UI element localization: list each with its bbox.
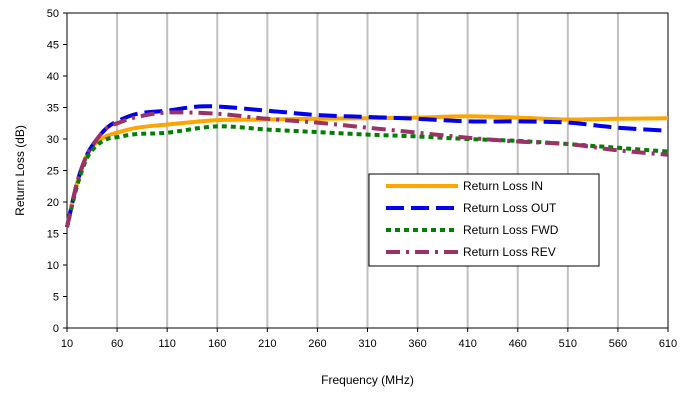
x-tick-label: 610: [659, 338, 677, 350]
x-tick-label: 560: [609, 338, 627, 350]
y-tick-label: 30: [47, 134, 59, 146]
grid-lines: [116, 13, 619, 328]
series-lines: [65, 104, 669, 228]
x-tick-label: 460: [509, 338, 527, 350]
y-tick-label: 25: [47, 166, 59, 178]
y-tick-label: 45: [47, 40, 59, 52]
x-axis-title: Frequency (MHz): [321, 373, 414, 387]
x-tick-label: 310: [358, 338, 376, 350]
x-tick-label: 210: [258, 338, 276, 350]
x-tick-label: 110: [158, 338, 176, 350]
y-axis-tick-labels: 0 5 10 15 20 25 30 35 40 45 50: [47, 8, 67, 335]
y-tick-label: 15: [47, 229, 59, 241]
legend-label: Return Loss IN: [463, 179, 543, 193]
legend: Return Loss IN Return Loss OUT Return Loss…: [368, 173, 600, 267]
x-tick-label: 10: [61, 338, 73, 350]
y-tick-label: 20: [47, 197, 59, 209]
legend-label: Return Loss OUT: [463, 201, 557, 215]
y-tick-label: 50: [47, 8, 59, 20]
y-tick-label: 35: [47, 103, 59, 115]
x-tick-label: 410: [458, 338, 476, 350]
x-tick-label: 510: [559, 338, 577, 350]
x-tick-label: 360: [408, 338, 426, 350]
y-tick-label: 10: [47, 260, 59, 272]
y-axis-title: Return Loss (dB): [13, 125, 27, 216]
x-tick-label: 160: [208, 338, 226, 350]
x-tick-label: 60: [111, 338, 123, 350]
legend-label: Return Loss FWD: [463, 223, 559, 237]
y-tick-label: 5: [53, 292, 59, 304]
x-axis-tick-labels: 10 60 110 160 210 260 310 360 410 460 510 560 610: [61, 328, 677, 350]
y-tick-label: 0: [53, 323, 59, 335]
series-line-return-loss-rev: [65, 110, 669, 228]
y-tick-label: 40: [47, 71, 59, 83]
x-tick-label: 260: [308, 338, 326, 350]
legend-label: Return Loss REV: [463, 245, 556, 259]
